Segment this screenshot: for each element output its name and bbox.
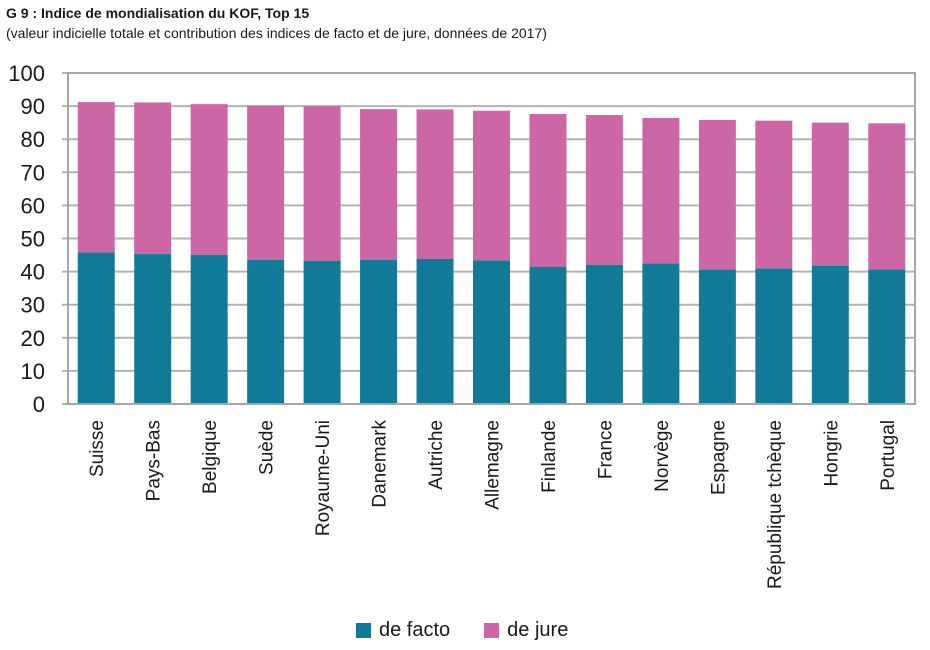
x-tick-label: Autriche: [426, 420, 447, 490]
bar-de-jure-7: [473, 110, 510, 261]
bar-de-jure-0: [77, 102, 115, 253]
y-tick-label: 70: [21, 160, 45, 185]
bar-de-facto-2: [190, 254, 228, 404]
bar-de-facto-8: [529, 266, 567, 404]
bar-de-facto-0: [77, 252, 115, 404]
x-tick-label: République tchèque: [765, 420, 786, 589]
plot-frame: [67, 72, 916, 405]
bar-de-facto-7: [473, 260, 510, 404]
bar-de-facto-10: [642, 263, 680, 404]
bar-de-facto-11: [698, 269, 736, 404]
bar-de-jure-1: [134, 102, 172, 255]
bar-de-facto-12: [755, 268, 793, 404]
bar-de-jure-6: [416, 109, 454, 259]
y-tick-label: 20: [21, 326, 45, 351]
x-tick-label: Finlande: [539, 420, 560, 493]
bar-de-facto-9: [585, 264, 623, 404]
y-tick-label: 60: [21, 193, 45, 218]
bar-de-facto-6: [416, 258, 454, 404]
x-tick-label: Hongrie: [821, 420, 842, 487]
bar-de-jure-4: [303, 106, 341, 261]
y-tick-label: 0: [33, 392, 45, 417]
bar-de-facto-13: [811, 265, 849, 404]
legend-label-de-jure: de jure: [507, 619, 569, 641]
bar-de-facto-5: [360, 259, 398, 404]
x-tick-label: Suisse: [87, 420, 108, 477]
chart-title: G 9 : Indice de mondialisation du KOF, T…: [6, 5, 310, 21]
y-tick-label: 80: [21, 127, 45, 152]
legend-swatch-de-facto: [356, 623, 371, 638]
bar-de-jure-13: [811, 122, 849, 266]
y-tick-label: 90: [21, 94, 45, 119]
x-tick-label: France: [595, 420, 616, 479]
bar-de-facto-14: [868, 269, 906, 404]
x-tick-label: Espagne: [708, 420, 729, 495]
bar-de-facto-3: [247, 259, 285, 404]
bar-de-jure-11: [698, 120, 736, 270]
x-axis-labels: Suisse Pays-Bas Belgique Suède Royaume-Uni Da…: [87, 420, 899, 590]
bars: [77, 102, 906, 404]
bar-de-jure-2: [190, 104, 228, 255]
bar-de-jure-5: [360, 109, 398, 260]
legend-item-de-jure: de jure: [484, 619, 568, 642]
y-tick-label: 50: [21, 227, 45, 252]
bar-de-jure-9: [585, 115, 623, 265]
bar-de-jure-3: [247, 105, 285, 260]
legend-swatch-de-jure: [484, 623, 500, 638]
x-tick-label: Pays-Bas: [144, 420, 165, 501]
x-tick-label: Danemark: [370, 420, 391, 508]
y-tick-label: 100: [8, 61, 45, 86]
bar-de-facto-4: [303, 260, 341, 404]
bar-de-jure-8: [529, 114, 567, 267]
y-tick-label: 30: [21, 293, 45, 318]
x-tick-label: Royaume-Uni: [313, 420, 334, 536]
y-axis-ticks: 0 10 20 30 40 50 60 70 80 90 100: [8, 61, 45, 417]
legend: de facto de jure: [356, 619, 602, 642]
chart-subtitle: (valeur indicielle totale et contributio…: [6, 25, 547, 41]
bar-de-jure-14: [868, 123, 906, 270]
y-tick-label: 40: [21, 260, 45, 285]
legend-label-de-facto: de facto: [379, 619, 451, 641]
x-tick-label: Portugal: [878, 420, 899, 491]
legend-item-de-facto: de facto: [356, 619, 450, 642]
y-tick-label: 10: [21, 359, 45, 384]
bar-de-jure-12: [755, 120, 793, 269]
bar-de-jure-10: [642, 118, 680, 264]
x-tick-label: Norvège: [652, 420, 673, 492]
x-tick-label: Allemagne: [483, 420, 504, 510]
x-tick-label: Suède: [257, 420, 278, 475]
bar-de-facto-1: [134, 254, 172, 404]
x-tick-label: Belgique: [200, 420, 221, 494]
